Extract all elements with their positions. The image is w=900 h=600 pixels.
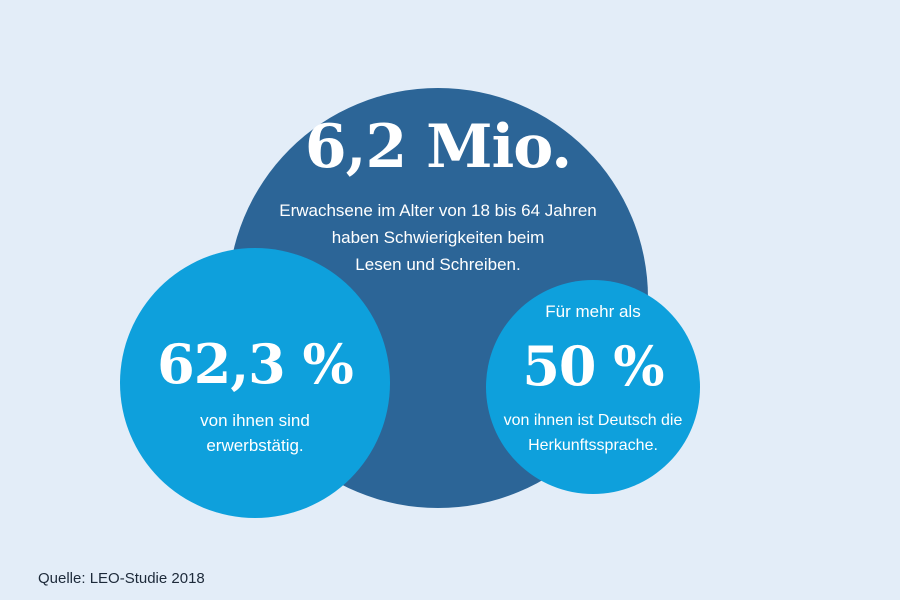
native-language-intro: Für mehr als [545, 302, 641, 321]
native-language-circle [486, 280, 700, 494]
main-description: Erwachsene im Alter von 18 bis 64 Jahren… [238, 197, 638, 278]
employment-description: von ihnen sind erwerbstätig. [120, 408, 390, 458]
main-description-line: Erwachsene im Alter von 18 bis 64 Jahren [279, 201, 597, 220]
employment-description-line: von ihnen sind [200, 411, 310, 430]
native-language-description-line: von ihnen ist Deutsch die [503, 412, 683, 429]
main-description-line: Lesen und Schreiben. [355, 255, 521, 274]
employment-figure: 62,3 % [157, 332, 354, 396]
employment-circle [120, 248, 390, 518]
native-language-figure: 50 % [522, 334, 664, 398]
native-language-description-line: Herkunftssprache. [528, 437, 658, 454]
main-description-line: haben Schwierigkeiten beim [331, 228, 545, 247]
source-note: Quelle: LEO-Studie 2018 [38, 570, 205, 587]
main-figure: 6,2 Mio. [304, 112, 572, 182]
native-language-description: von ihnen ist Deutsch die Herkunftssprac… [486, 408, 700, 458]
employment-description-line: erwerbstätig. [206, 436, 304, 455]
